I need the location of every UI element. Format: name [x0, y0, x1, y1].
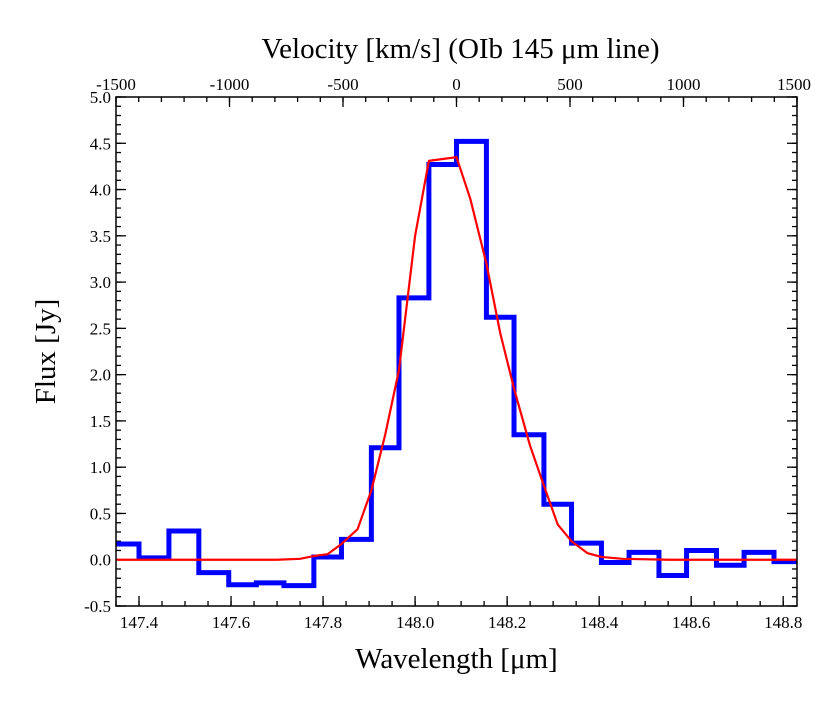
y-tick-label: 3.5 [90, 227, 111, 246]
top-tick-label: 0 [452, 75, 461, 94]
y-tick-label: 3.0 [90, 273, 111, 292]
x-axis-title: Wavelength [μm] [355, 643, 557, 675]
top-tick-label: 500 [557, 75, 583, 94]
top-x-tick-labels: -1500 -1000 -500 0 500 1000 1500 [96, 75, 811, 94]
series-layer [116, 138, 797, 589]
y-tick-labels: -0.5 0.0 0.5 1.0 1.5 2.0 2.5 3.0 3.5 4.0 4.5 5.0 [84, 88, 111, 616]
y-tick-label: 2.5 [90, 319, 111, 338]
y-tick-label: -0.5 [84, 597, 111, 616]
observed-spectrum-step-line [116, 138, 797, 589]
x-tick-labels: 147.4 147.6 147.8 148.0 148.2 148.4 148.6 148.8 [120, 613, 802, 632]
y-tick-label: 2.0 [90, 366, 111, 385]
gaussian-fit-line [116, 156, 797, 561]
x-tick-label: 148.4 [580, 613, 619, 632]
y-tick-label: 0.5 [90, 504, 111, 523]
top-tick-label: -1500 [96, 75, 136, 94]
y-tick-label: 4.0 [90, 181, 111, 200]
y-tick-label: 1.0 [90, 458, 111, 477]
x-tick-label: 148.0 [396, 613, 434, 632]
x-tick-label: 148.6 [672, 613, 710, 632]
x-tick-label: 147.8 [304, 613, 342, 632]
plot-frame [115, 96, 798, 607]
top-tick-label: 1000 [667, 75, 701, 94]
x-tick-label: 147.4 [120, 613, 159, 632]
y-tick-label: 1.5 [90, 412, 111, 431]
x-tick-label: 147.6 [212, 613, 250, 632]
top-tick-label: -1000 [210, 75, 250, 94]
x-tick-label: 148.8 [764, 613, 802, 632]
y-tick-label: 0.0 [90, 551, 111, 570]
top-axis-title: Velocity [km/s] (OIb 145 μm line) [261, 33, 659, 65]
top-tick-label: 1500 [777, 75, 811, 94]
y-tick-label: 4.5 [90, 134, 111, 153]
y-axis-title: Flux [Jy] [30, 299, 62, 405]
top-tick-label: -500 [327, 75, 358, 94]
x-tick-label: 148.2 [488, 613, 526, 632]
y-tick-label: 5.0 [90, 88, 111, 107]
tick-marks [115, 96, 798, 607]
